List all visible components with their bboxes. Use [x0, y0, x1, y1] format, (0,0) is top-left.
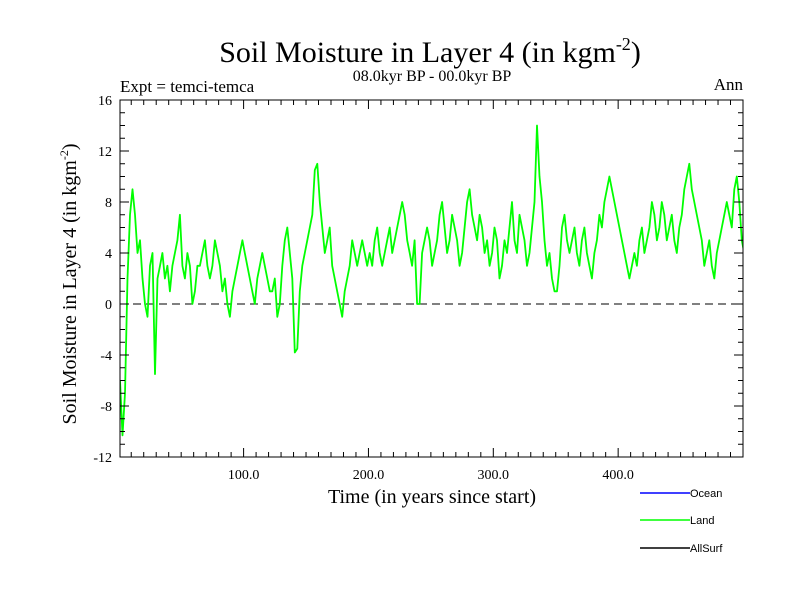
- period-label: 08.0kyr BP - 00.0kyr BP: [353, 68, 512, 85]
- x-tick-label: 300.0: [478, 468, 510, 483]
- y-tick-label: -12: [93, 451, 112, 466]
- x-tick-label: 200.0: [353, 468, 385, 483]
- x-axis-title: Time (in years since start): [328, 486, 536, 508]
- y-tick-label: 16: [98, 94, 112, 109]
- season-label: Ann: [714, 75, 744, 94]
- y-tick-label: -8: [100, 400, 112, 415]
- x-tick-label: 400.0: [602, 468, 634, 483]
- y-tick-label: -4: [100, 349, 112, 364]
- chart-title: Soil Moisture in Layer 4 (in kgm-2): [219, 34, 641, 69]
- legend-label-land: Land: [690, 515, 714, 527]
- y-tick-label: 4: [105, 247, 112, 262]
- y-axis-title-close: ): [59, 143, 81, 150]
- axes: -12 -8 -4 0 4 8 12 16 100.0 200.0 300.0 400.0: [93, 94, 744, 483]
- expt-label: Expt = temci-temca: [120, 77, 255, 96]
- y-axis-title-main: Soil Moisture in Layer 4 (in kgm: [59, 160, 81, 425]
- chart-title-close: ): [631, 36, 641, 69]
- y-axis-title-sup: -2: [57, 150, 71, 160]
- plot-frame: [119, 99, 744, 458]
- x-tick-label: 100.0: [228, 468, 260, 483]
- chart-title-sup: -2: [616, 34, 631, 54]
- y-tick-label: 0: [105, 298, 112, 313]
- legend: Ocean Land AllSurf: [640, 488, 723, 555]
- plot-content: [120, 124, 743, 437]
- series-line-land: [120, 124, 743, 437]
- y-tick-label: 8: [105, 196, 112, 211]
- legend-label-ocean: Ocean: [690, 488, 722, 500]
- y-axis-title: Soil Moisture in Layer 4 (in kgm-2): [57, 143, 81, 424]
- y-tick-label: 12: [98, 145, 112, 160]
- chart-title-main: Soil Moisture in Layer 4 (in kgm: [219, 36, 616, 69]
- legend-label-allsurf: AllSurf: [690, 543, 723, 555]
